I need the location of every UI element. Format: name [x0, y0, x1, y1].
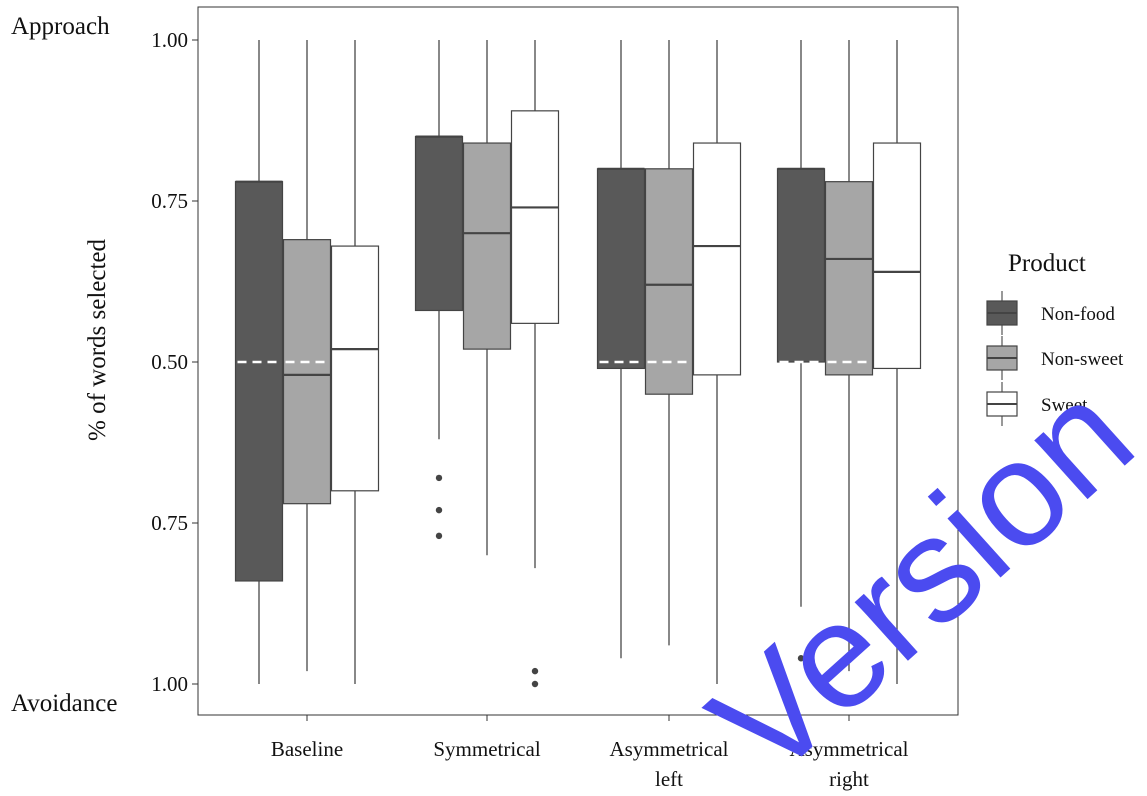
box-non-sweet-3 — [644, 40, 694, 646]
x-axis: Baseline Symmetrical Asymmetrical left Asymm… — [271, 715, 909, 791]
outlier-point — [531, 680, 539, 688]
box-non-sweet-2 — [462, 40, 512, 556]
box-sweet-4 — [872, 40, 922, 684]
box-rect — [824, 181, 874, 376]
box-sweet-2 — [510, 40, 560, 688]
box-non-sweet-1 — [282, 40, 332, 672]
legend: Product Non-food Non-sweet Sweet — [986, 250, 1124, 426]
outlier-point — [435, 506, 443, 514]
box-rect — [510, 110, 560, 324]
y-axis-title: % of words selected — [84, 238, 111, 441]
box-rect — [872, 142, 922, 370]
outlier-point — [435, 474, 443, 482]
box-rect — [234, 181, 284, 582]
x-category-label: Symmetrical — [433, 737, 540, 761]
boxes-layer — [234, 40, 922, 688]
box-rect — [414, 136, 464, 312]
box-rect — [462, 142, 512, 350]
box-rect — [692, 142, 742, 376]
box-sweet-3 — [692, 40, 742, 684]
box-non-food-4 — [776, 40, 826, 662]
y-tick-label: 0.50 — [151, 350, 188, 374]
box-non-food-2 — [414, 40, 464, 540]
y-tick-label: 0.75 — [151, 189, 188, 213]
box-sweet-1 — [330, 40, 380, 684]
y-bottom-label: Avoidance — [11, 690, 117, 717]
legend-label: Non-sweet — [1041, 349, 1124, 370]
x-category-label: Asymmetrical — [610, 737, 729, 761]
box-rect — [776, 168, 826, 363]
box-rect — [330, 245, 380, 492]
y-axis: 1.00 0.75 0.50 0.75 1.00 — [151, 28, 198, 696]
y-tick-label: 0.75 — [151, 511, 188, 535]
box-non-food-3 — [596, 40, 646, 659]
x-category-label: Baseline — [271, 737, 343, 761]
box-rect — [282, 239, 332, 505]
box-rect — [596, 168, 646, 370]
box-rect — [644, 168, 694, 395]
legend-label: Sweet — [1041, 395, 1088, 416]
x-category-label: left — [655, 767, 683, 791]
outlier-point — [531, 667, 539, 675]
y-tick-label: 1.00 — [151, 28, 188, 52]
outlier-point — [435, 532, 443, 540]
x-category-label: Asymmetrical — [790, 737, 909, 761]
y-top-label: Approach — [11, 13, 110, 40]
box-non-food-1 — [234, 40, 284, 684]
box-non-sweet-4 — [824, 40, 874, 672]
y-tick-label: 1.00 — [151, 672, 188, 696]
legend-label: Non-food — [1041, 304, 1115, 325]
legend-item-sweet: Sweet — [986, 382, 1088, 426]
legend-item-non-sweet: Non-sweet — [986, 336, 1124, 380]
legend-title: Product — [1008, 250, 1086, 277]
legend-item-non-food: Non-food — [986, 291, 1115, 335]
x-category-label: right — [829, 767, 869, 791]
outlier-point — [797, 655, 805, 662]
